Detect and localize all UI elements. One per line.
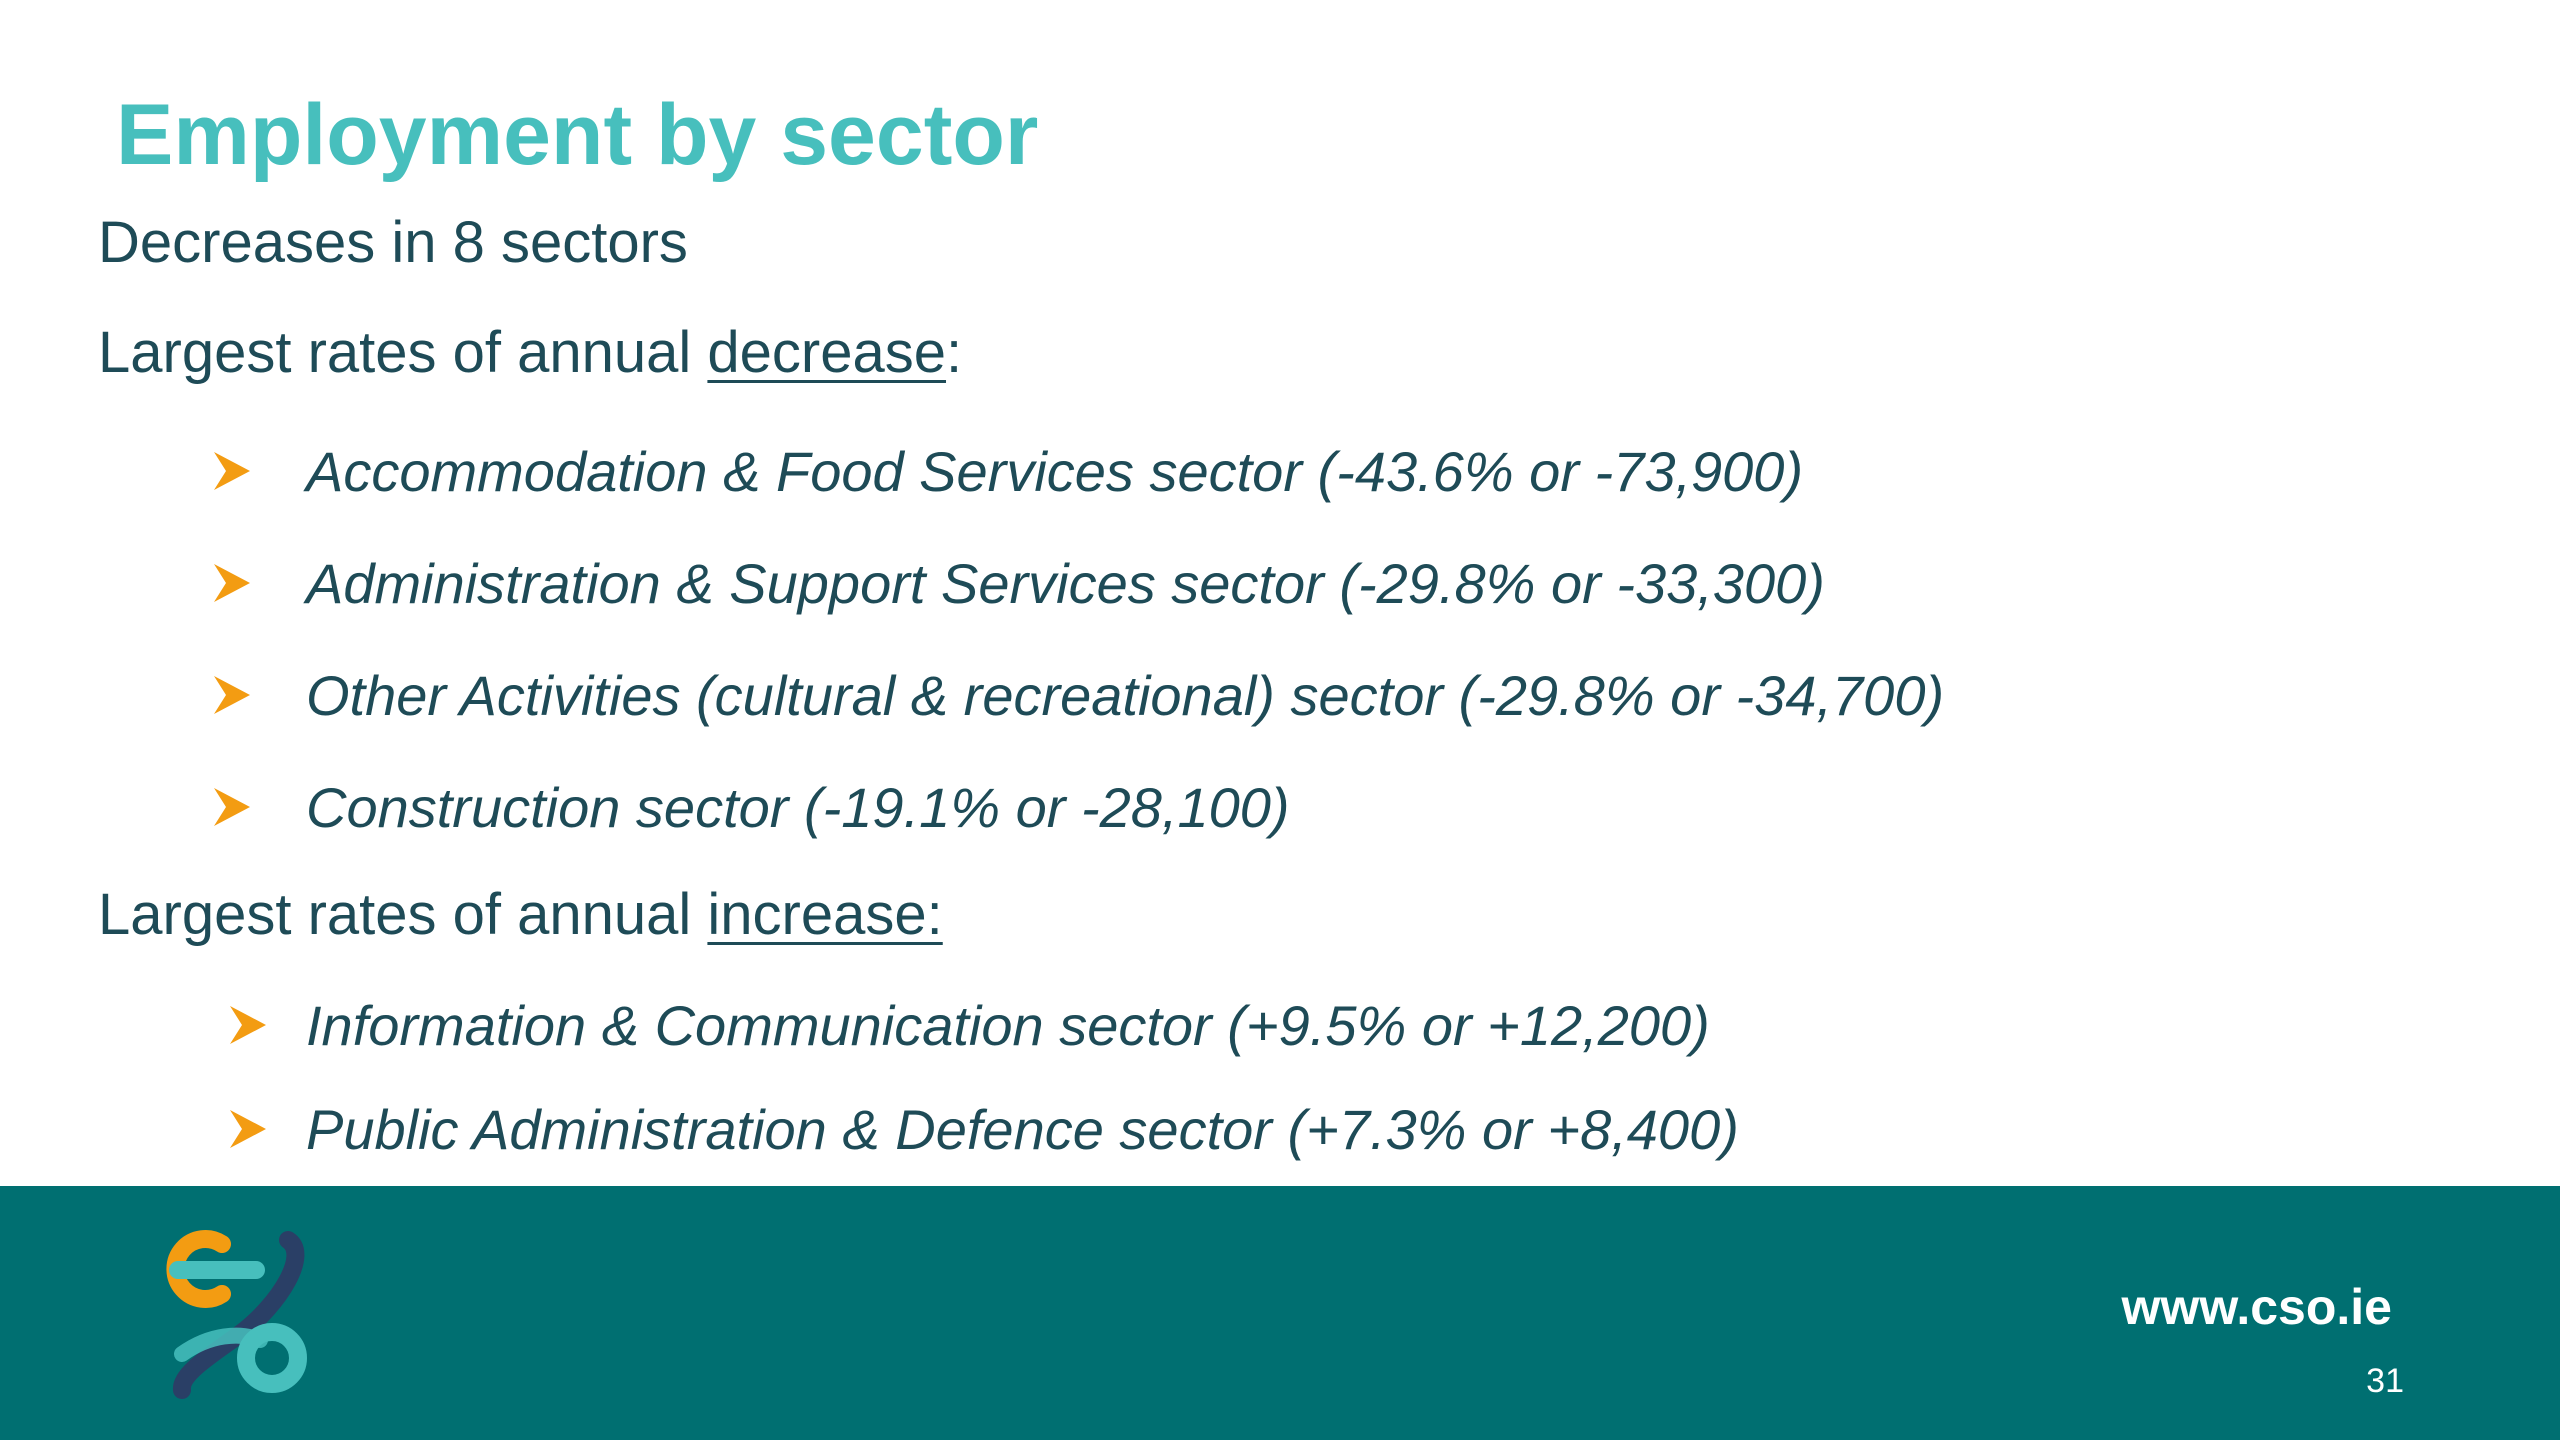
- page-number: 31: [2366, 1362, 2404, 1400]
- arrow-bullet-icon: [214, 788, 250, 826]
- increase-heading-prefix: Largest rates of annual: [98, 882, 708, 947]
- decrease-heading-prefix: Largest rates of annual: [98, 320, 708, 385]
- increase-heading-emphasis: increase:: [707, 882, 943, 947]
- arrow-bullet-icon: [230, 1006, 266, 1044]
- increase-item-text: Information & Communication sector (+9.5…: [306, 994, 1710, 1057]
- decrease-item-text: Construction sector (-19.1% or -28,100): [306, 776, 1290, 839]
- summary-line: Decreases in 8 sectors: [98, 210, 688, 275]
- decrease-item-text: Other Activities (cultural & recreationa…: [306, 664, 1945, 727]
- decrease-heading: Largest rates of annual decrease:: [98, 318, 962, 388]
- arrow-bullet-icon: [230, 1110, 266, 1148]
- cso-logo-icon: [166, 1230, 307, 1399]
- arrow-bullet-icon: [214, 676, 250, 714]
- decrease-item-text: Administration & Support Services sector…: [306, 552, 1825, 615]
- decrease-heading-emphasis: decrease: [707, 320, 947, 385]
- decrease-item-text: Accommodation & Food Services sector (-4…: [306, 440, 1804, 503]
- arrow-bullet-icon: [214, 564, 250, 602]
- arrow-bullet-icon: [214, 452, 250, 490]
- decrease-heading-suffix: :: [946, 320, 963, 385]
- website-link[interactable]: www.cso.ie: [2121, 1279, 2392, 1335]
- increase-item-text: Public Administration & Defence sector (…: [306, 1098, 1739, 1161]
- footer-bar: www.cso.ie 31: [0, 1186, 2560, 1440]
- increase-heading: Largest rates of annual increase:: [98, 880, 943, 950]
- slide-title: Employment by sector: [116, 87, 1039, 183]
